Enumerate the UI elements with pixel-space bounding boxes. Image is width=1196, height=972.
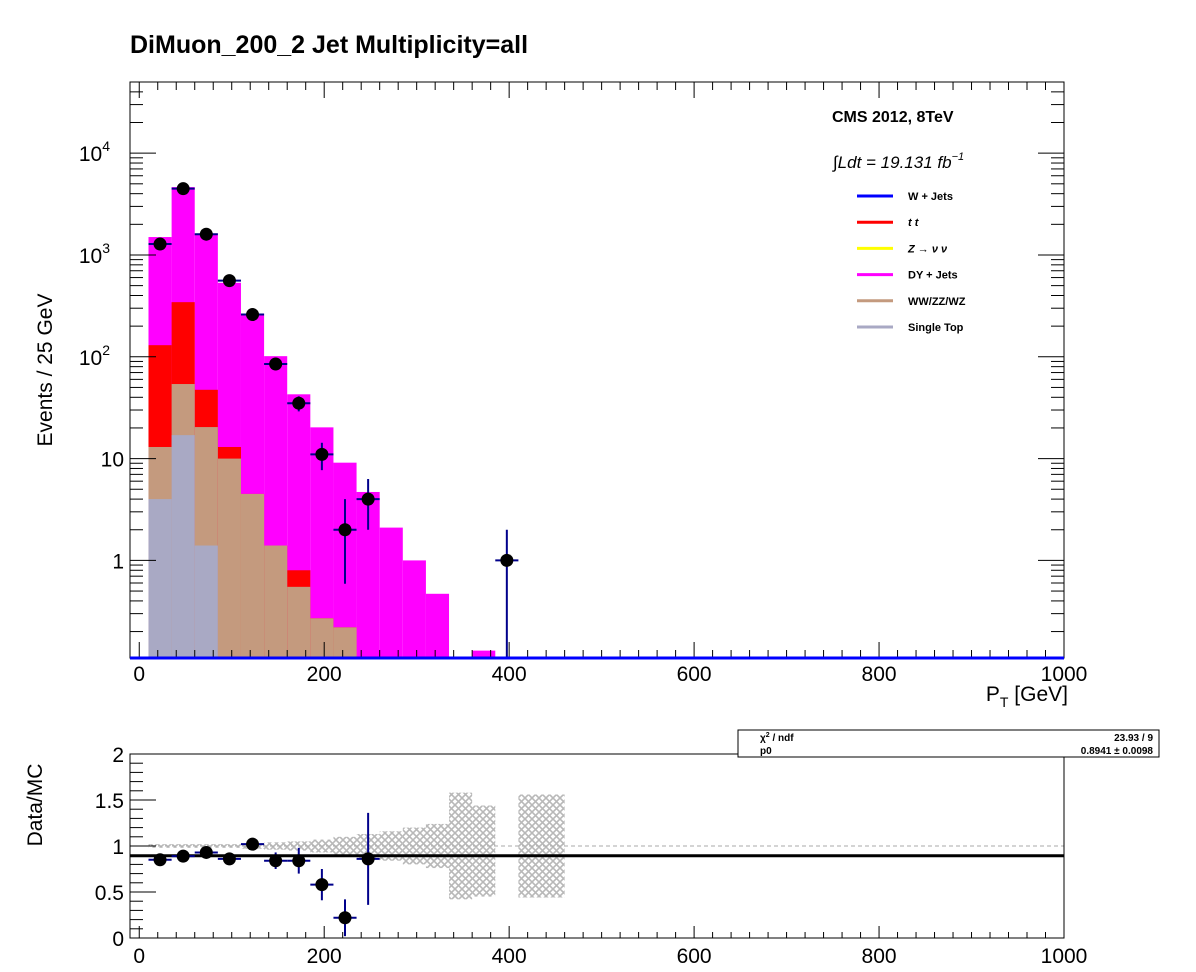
ratio-point-7 (315, 878, 329, 892)
ratio-point-3 (222, 852, 236, 866)
bar-dy-jets-9 (356, 491, 380, 658)
legend-label-z: Z → ν ν (907, 243, 948, 255)
bar-ww-zz-wz-5 (264, 545, 288, 658)
cms-annotation: CMS 2012, 8TeV (832, 109, 954, 126)
legend-label-t-t: t t (908, 217, 920, 229)
ratio-x-tick-label-1: 200 (307, 945, 342, 968)
mc-band-bin-8 (333, 836, 357, 856)
ratio-x-tick-label-3: 600 (677, 945, 712, 968)
bar-ww-zz-wz-8 (333, 627, 357, 658)
x-tick-label-5: 1000 (1041, 663, 1088, 686)
luminosity-annotation: ∫Ldt = 19.131 fb−1 (832, 151, 964, 172)
ratio-y-tick-label-3: 1.5 (95, 790, 124, 813)
y-tick-label-4: 104 (79, 138, 110, 166)
stacked-histogram (148, 187, 496, 659)
bar-single-top-1 (171, 435, 195, 658)
ratio-y-tick-label-4: 2 (112, 744, 124, 767)
legend-label-dy-jets: DY + Jets (908, 270, 958, 282)
bar-dy-jets-7 (310, 427, 334, 658)
ratio-point-8 (338, 911, 352, 925)
ratio-point-4 (246, 837, 260, 851)
ratio-point-0 (153, 853, 167, 867)
x-tick-label-1: 200 (307, 663, 342, 686)
mc-band-bin-5 (264, 842, 288, 850)
ratio-x-tick-label-0: 0 (133, 945, 145, 968)
chart-title: DiMuon_200_2 Jet Multiplicity=all (130, 31, 528, 59)
x-tick-label-2: 400 (492, 663, 527, 686)
data-point-1 (176, 182, 190, 196)
data-point-10 (500, 553, 514, 567)
bar-dy-jets-14 (472, 650, 496, 658)
x-tick-label-4: 800 (862, 663, 897, 686)
x-tick-label-3: 600 (677, 663, 712, 686)
stat-box-frame (737, 729, 1160, 758)
ratio-y-tick-label-2: 1 (112, 836, 124, 859)
ratio-point-6 (292, 854, 306, 868)
ratio-y-tick-label-0: 0 (112, 928, 124, 951)
main-axis-ticks: 0 200 400 600 800 1000 1 10 102 103 104 (79, 81, 1088, 686)
ratio-x-tick-label-5: 1000 (1041, 945, 1088, 968)
stat-chi2-label: χ2 / ndf (760, 732, 794, 744)
ratio-axis-ticks: 0 200 400 600 800 1000 0 0.5 1 1.5 2 (95, 744, 1088, 968)
ratio-point-1 (176, 849, 190, 863)
stat-p0-label: p0 (760, 746, 772, 757)
data-points (148, 182, 519, 658)
x-axis-label-sub: T (1000, 694, 1009, 710)
bar-single-top-0 (148, 499, 172, 658)
ratio-x-tick-label-4: 800 (862, 945, 897, 968)
bar-ww-zz-wz-6 (287, 586, 311, 658)
y-tick-label-0: 1 (112, 550, 124, 573)
ratio-points (148, 812, 380, 937)
ratio-y-tick-label-1: 0.5 (95, 882, 124, 905)
legend: W + Jets t t Z → ν ν DY + Jets WW/ZZ/WZ Singl… (857, 191, 966, 334)
data-point-8 (338, 523, 352, 537)
data-point-7 (315, 447, 329, 461)
ratio-point-5 (269, 854, 283, 868)
legend-label-ww-zz-wz: WW/ZZ/WZ (908, 296, 966, 308)
mc-band-bin-1 (171, 844, 195, 848)
stat-chi2-value: 23.93 / 9 (1114, 733, 1153, 744)
bar-single-top-2 (194, 545, 218, 658)
x-axis-label-main: P (986, 683, 1000, 706)
bar-ww-zz-wz-4 (240, 493, 265, 658)
data-point-2 (199, 227, 213, 241)
fit-stat-box: χ2 / ndf 23.93 / 9 p0 0.8941 ± 0.0098 (737, 729, 1160, 758)
ratio-x-tick-label-2: 400 (492, 945, 527, 968)
ratio-point-2 (199, 845, 213, 859)
bar-ww-zz-wz-3 (217, 458, 241, 658)
bar-dy-jets-10 (379, 527, 403, 658)
stat-p0-value: 0.8941 ± 0.0098 (1081, 746, 1154, 757)
y-tick-label-2: 102 (79, 342, 110, 370)
bar-dy-jets-12 (425, 593, 450, 658)
y-axis-label: Events / 25 GeV (34, 294, 57, 447)
x-axis-label: PT [GeV] (986, 683, 1068, 710)
data-point-4 (246, 308, 260, 322)
x-axis-label-unit: [GeV] (1008, 683, 1068, 706)
data-point-5 (269, 357, 283, 371)
data-point-6 (292, 396, 306, 410)
bar-ww-zz-wz-7 (310, 618, 334, 658)
data-point-0 (153, 237, 167, 251)
data-point-9 (361, 492, 375, 506)
data-point-3 (222, 274, 236, 288)
x-tick-label-0: 0 (133, 663, 145, 686)
ratio-point-9 (361, 852, 375, 866)
bar-dy-jets-11 (402, 560, 426, 658)
ratio-y-axis-label: Data/MC (24, 764, 47, 847)
legend-label-single-top: Single Top (908, 322, 964, 334)
legend-label-w-jets: W + Jets (908, 191, 953, 203)
y-tick-label-3: 103 (79, 240, 110, 268)
mc-band-bin-14 (472, 805, 496, 897)
y-tick-label-1: 10 (101, 449, 124, 472)
